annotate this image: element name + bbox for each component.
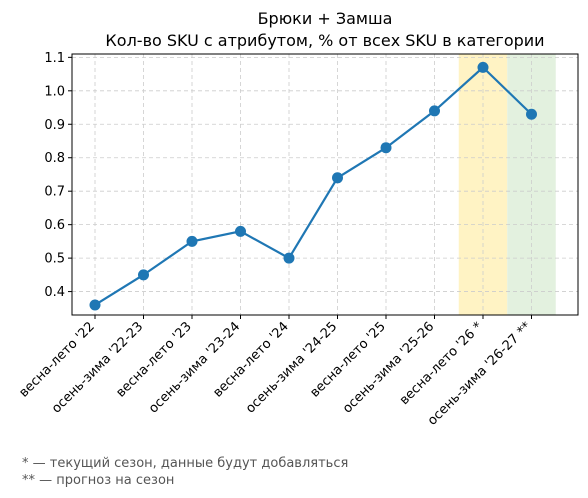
data-point-0 — [89, 299, 101, 311]
data-point-3 — [235, 225, 246, 237]
y-tick-label-1: 0.5 — [44, 252, 65, 267]
chart-title: Брюки + Замша — [258, 9, 393, 28]
y-tick-label-5: 0.9 — [44, 118, 65, 133]
highlight-band-0 — [458, 54, 508, 315]
y-tick-label-7: 1.1 — [44, 51, 65, 66]
data-point-7 — [429, 105, 440, 117]
season-highlights — [458, 54, 556, 315]
x-tick-label-1: осень-зима '22-23 — [49, 319, 146, 416]
x-tick-label-7: осень-зима '25-26 — [340, 319, 437, 416]
chart-subtitle: Кол-во SKU с атрибутом, % от всех SKU в … — [105, 31, 544, 50]
x-tick-label-8: весна-лето '26 * — [397, 319, 486, 408]
footnote-current-season: * — текущий сезон, данные будут добавлят… — [22, 456, 349, 471]
data-point-6 — [380, 142, 392, 154]
data-point-8 — [477, 61, 489, 73]
x-tick-label-5: осень-зима '24-25 — [243, 319, 340, 416]
series-line-0 — [94, 65, 533, 306]
y-tick-label-4: 0.8 — [44, 151, 65, 166]
data-point-1 — [138, 269, 149, 281]
line-chart: Брюки + Замша Кол-во SKU с атрибутом, % … — [16, 9, 579, 429]
data-point-2 — [186, 235, 198, 247]
plot-frame — [71, 53, 579, 316]
y-tick-label-0: 0.4 — [44, 285, 65, 300]
data-point-4 — [283, 252, 295, 264]
grid — [72, 54, 578, 315]
series-layer — [89, 61, 537, 311]
y-tick-label-3: 0.7 — [44, 185, 65, 200]
y-tick-label-2: 0.6 — [44, 218, 65, 233]
data-point-5 — [332, 172, 343, 184]
footnote-forecast: ** — прогноз на сезон — [22, 473, 175, 488]
data-point-9 — [526, 108, 537, 120]
highlight-band-1 — [507, 54, 556, 315]
x-tick-label-3: осень-зима '23-24 — [146, 319, 243, 416]
y-axis: 0.4 0.5 0.6 0.7 0.8 0.9 1.0 1.1 — [44, 51, 72, 300]
y-tick-label-6: 1.0 — [44, 84, 65, 99]
